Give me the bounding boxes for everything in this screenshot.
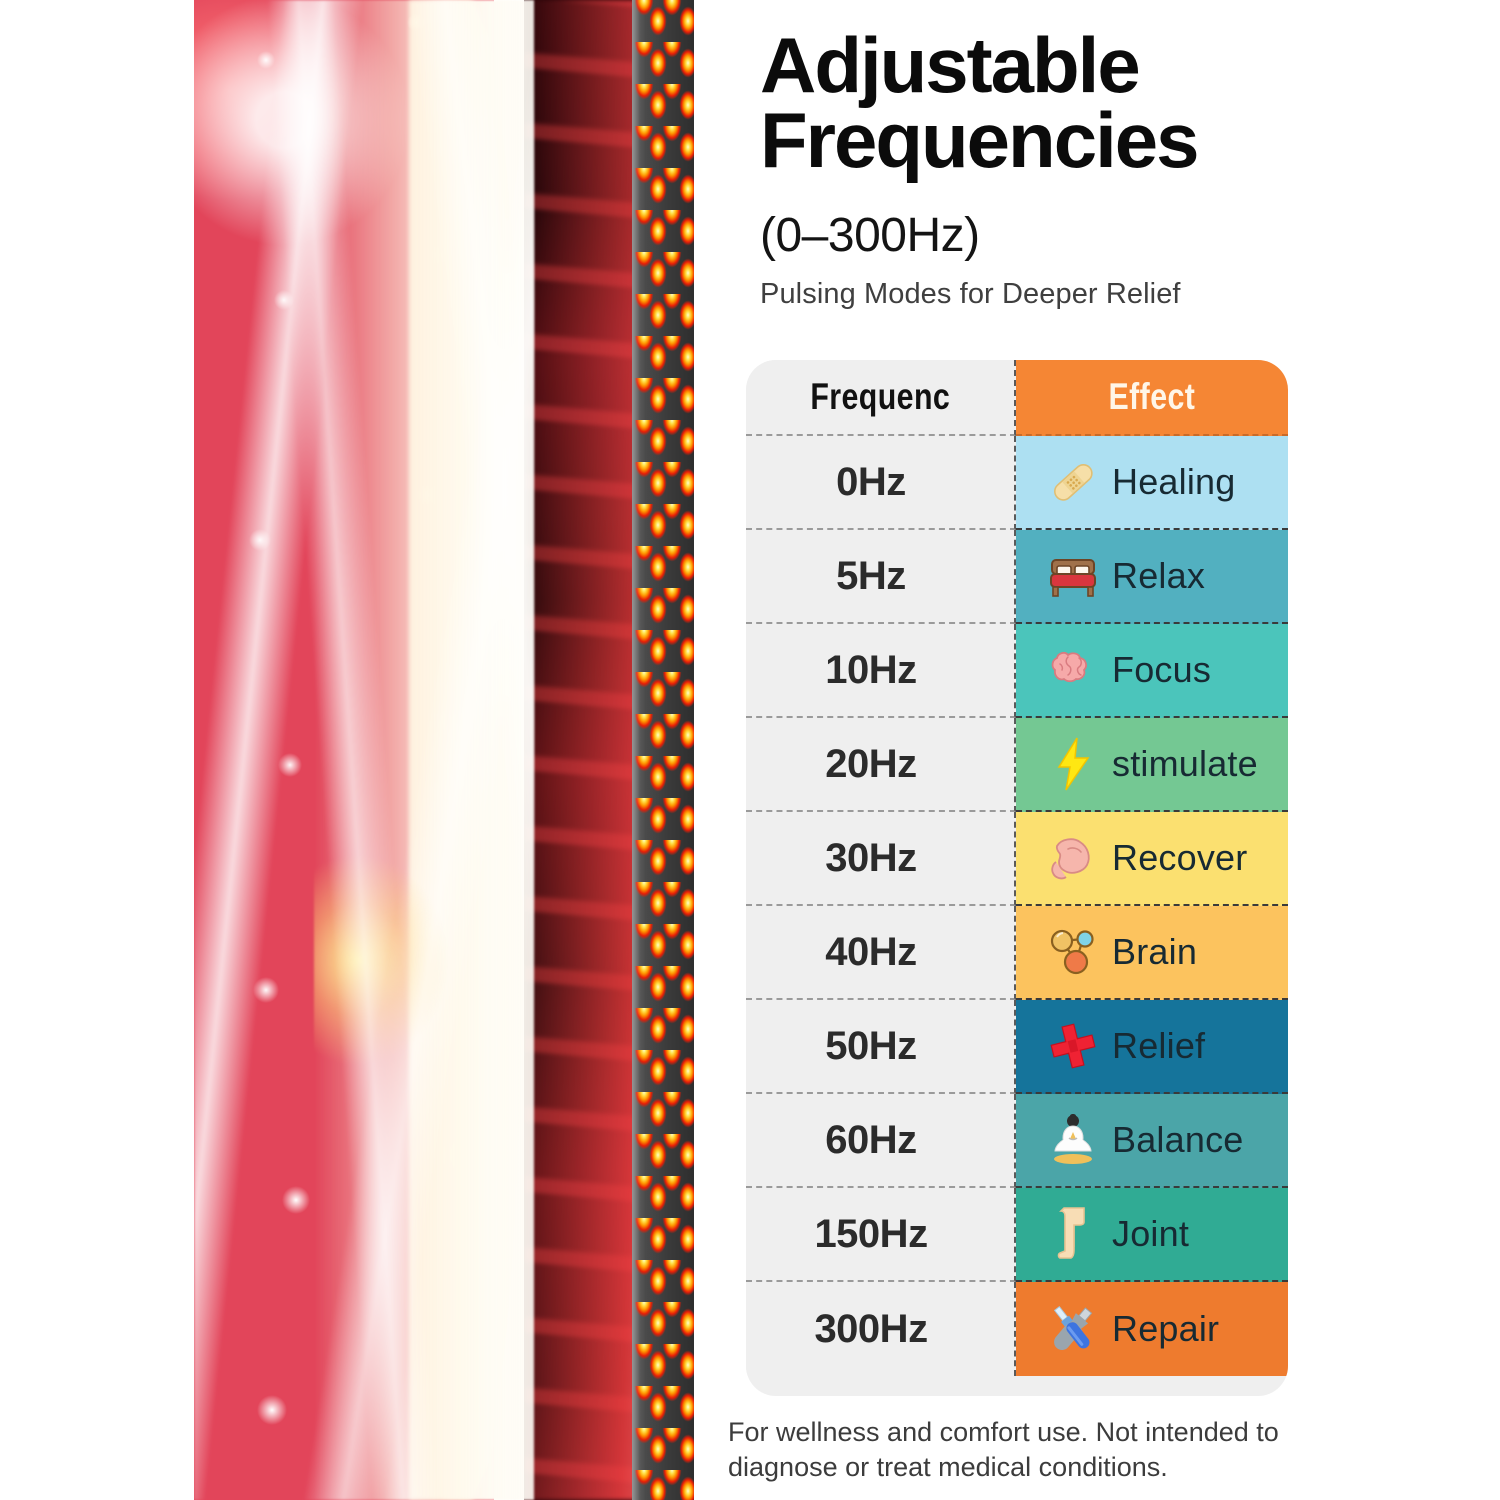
cell-frequency: 0Hz [746,436,1016,530]
panel-edge-highlight [632,0,640,1500]
bandage-icon [1042,451,1104,513]
table-row: 20Hz stimulate [746,718,1288,812]
frequency-effect-table: Frequenc Effect 0Hz [746,360,1288,1396]
effect-label: stimulate [1112,743,1258,784]
frequency-value: 10Hz [825,647,917,692]
frequency-value: 20Hz [825,741,917,786]
cell-effect: Joint [1016,1188,1288,1282]
disclaimer-text: For wellness and comfort use. Not intend… [728,1417,1279,1482]
effect-label: Relax [1112,555,1206,596]
cell-effect: Balance [1016,1094,1288,1188]
effect-label: Recover [1112,837,1248,878]
molecule-icon [1042,921,1104,983]
bed-icon [1042,545,1104,607]
frequency-value: 150Hz [814,1211,928,1256]
cell-effect: Relief [1016,1000,1288,1094]
cell-frequency: 300Hz [746,1282,1016,1376]
table-row: 150Hz Joint [746,1188,1288,1282]
frequency-value: 60Hz [825,1117,917,1162]
frequency-value: 0Hz [836,459,906,504]
table-row: 300Hz [746,1282,1288,1376]
effect-label: Healing [1112,461,1236,502]
frequency-value: 5Hz [836,553,906,598]
cell-frequency: 50Hz [746,1000,1016,1094]
cell-effect: stimulate [1016,718,1288,812]
cell-effect: Focus [1016,624,1288,718]
leg-icon [1042,1203,1104,1265]
table-header-row: Frequenc Effect [746,360,1288,436]
header-label-frequency: Frequenc [810,376,950,417]
header-cell-effect: Effect [1016,360,1288,436]
cell-effect: Recover [1016,812,1288,906]
medical-cross-icon [1042,1015,1104,1077]
table-row: 5Hz Relax [746,530,1288,624]
cell-effect: Brain [1016,906,1288,1000]
table-row: 0Hz [746,436,1288,530]
effect-label: Joint [1112,1213,1190,1254]
lightning-icon [1042,733,1104,795]
light-streaks [194,0,534,1500]
frequency-value: 50Hz [825,1023,917,1068]
cell-frequency: 30Hz [746,812,1016,906]
effect-label: Repair [1112,1308,1220,1349]
cell-frequency: 20Hz [746,718,1016,812]
cell-frequency: 60Hz [746,1094,1016,1188]
product-photo [194,0,694,1500]
cell-effect: Healing [1016,436,1288,530]
cell-frequency: 40Hz [746,906,1016,1000]
header-cell-frequency: Frequenc [746,360,1016,436]
frequency-value: 300Hz [814,1306,928,1351]
effect-label: Brain [1112,931,1198,972]
frequency-range: (0–300Hz) [760,209,980,262]
table-row: 40Hz Brain [746,906,1288,1000]
brain-icon [1042,639,1104,701]
effect-label: Relief [1112,1025,1206,1066]
frequency-value: 40Hz [825,929,917,974]
header-label-effect: Effect [1108,376,1196,417]
page-subtitle: Pulsing Modes for Deeper Relief [760,278,1181,310]
effect-label: Balance [1112,1119,1244,1160]
cell-frequency: 150Hz [746,1188,1016,1282]
cell-frequency: 5Hz [746,530,1016,624]
screwdriver-icon [1042,1298,1104,1360]
cell-effect: Relax [1016,530,1288,624]
frequency-value: 30Hz [825,835,917,880]
cell-frequency: 10Hz [746,624,1016,718]
effect-label: Focus [1112,649,1212,690]
table-row: 50Hz Relief [746,1000,1288,1094]
meditation-icon [1042,1109,1104,1171]
cell-effect: Repair [1016,1282,1288,1376]
led-array-row-b [632,0,694,1500]
page-title: Adjustable Frequencies [760,21,1200,184]
table-row: 30Hz Recover [746,812,1288,906]
muscle-icon [1042,827,1104,889]
table-row: 10Hz Focus [746,624,1288,718]
content-panel: Adjustable Frequencies (0–300Hz) Pulsing … [728,0,1500,1500]
table-row: 60Hz Balance [746,1094,1288,1188]
